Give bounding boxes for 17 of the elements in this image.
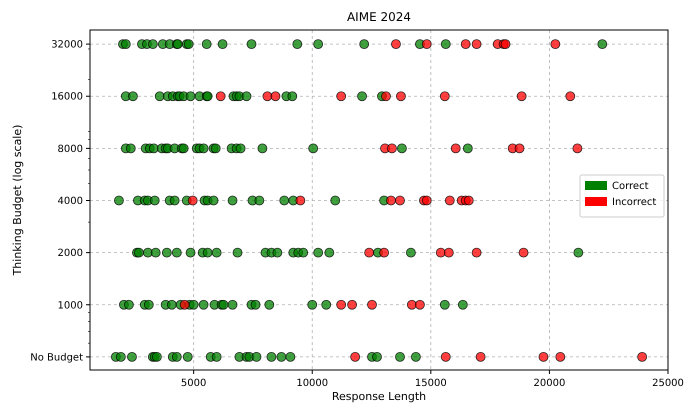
y-tick-label: 16000 <box>51 92 83 103</box>
chart-title: AIME 2024 <box>346 10 412 24</box>
x-tick-label: 10000 <box>296 378 328 389</box>
y-tick-label: 8000 <box>58 144 83 155</box>
y-axis-title: Thinking Budget (log scale) <box>11 124 24 276</box>
x-tick-label: 20000 <box>534 378 566 389</box>
y-tick-label: 32000 <box>51 40 83 51</box>
y-tick-label: 4000 <box>58 196 83 207</box>
x-tick-label: 15000 <box>414 378 447 389</box>
y-tick-label: 1000 <box>58 300 83 312</box>
x-tick-label: 25000 <box>652 378 684 389</box>
y-tick-label: No Budget <box>30 352 84 364</box>
legend-label: Correct <box>612 181 649 192</box>
x-tick-label: 5000 <box>180 378 206 389</box>
x-axis-title: Response Length <box>332 390 426 403</box>
y-tick-label: 2000 <box>58 248 83 260</box>
legend-label: Incorrect <box>612 197 656 208</box>
